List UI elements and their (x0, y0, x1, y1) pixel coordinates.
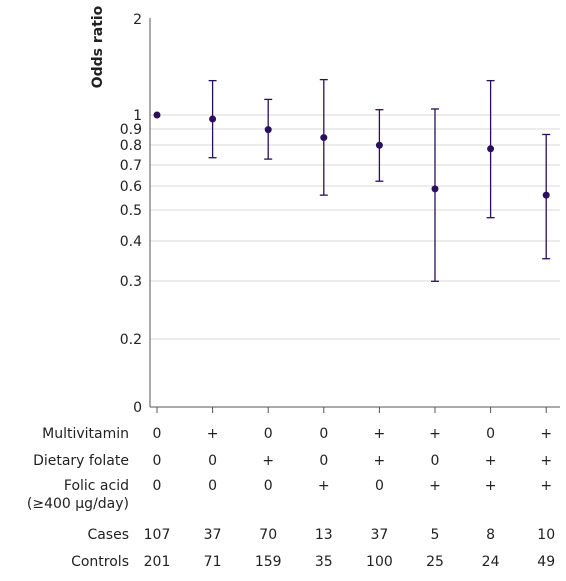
table-cell: 201 (144, 554, 171, 570)
y-tick-label: 0.6 (120, 179, 142, 195)
y-tick-label: 0.3 (120, 274, 142, 290)
odds-ratio-point (431, 185, 439, 193)
table-cell: 0 (153, 478, 162, 494)
row-label-sub: (≥400 µg/day) (27, 496, 129, 512)
y-tick-label: 0.5 (120, 203, 142, 219)
table-cell: 37 (370, 527, 388, 543)
odds-ratio-point (487, 145, 495, 153)
table-cell: 71 (204, 554, 222, 570)
y-tick-label: 0.4 (120, 234, 142, 250)
row-label: Controls (71, 554, 129, 570)
table-cell: 0 (319, 453, 328, 469)
y-tick-label: 0.7 (120, 158, 142, 174)
table-cell: 0 (208, 478, 217, 494)
row-label: Cases (87, 527, 129, 543)
table-cell: + (262, 453, 274, 469)
row-label: Folic acid (64, 478, 129, 494)
table-cell: 49 (537, 554, 555, 570)
gridlines (150, 114, 560, 340)
table-cell: 70 (259, 527, 277, 543)
table-cell: + (429, 426, 441, 442)
table-cell: + (429, 478, 441, 494)
table-cell: 0 (153, 426, 162, 442)
table-cell: 0 (208, 453, 217, 469)
y-tick-label: 0.2 (120, 332, 142, 348)
x-ticks (156, 407, 547, 413)
table-cell: 5 (431, 527, 440, 543)
table-cell: 100 (366, 554, 393, 570)
table-cell: 107 (144, 527, 171, 543)
y-tick-label: 1 (133, 108, 142, 124)
y-axis-label: Odds ratio (90, 5, 106, 88)
table-cell: + (540, 453, 552, 469)
table-cell: 10 (537, 527, 555, 543)
y-tick-label: 0.8 (120, 138, 142, 154)
y-tick-label: 0 (133, 400, 142, 416)
y-tick-label: 0.9 (120, 122, 142, 138)
table-cell: 0 (319, 426, 328, 442)
odds-ratio-point (375, 141, 383, 149)
table-cell: 25 (426, 554, 444, 570)
table-cell: 8 (486, 527, 495, 543)
odds-ratio-point (153, 111, 161, 119)
table-cell: 159 (255, 554, 282, 570)
table-cell: + (540, 426, 552, 442)
y-axis: 0 0.2 0.3 0.4 0.5 0.6 0.7 0.80.91 2 (120, 12, 560, 416)
odds-ratio-point (320, 134, 328, 142)
odds-ratio-point (209, 115, 217, 123)
covariate-table: Multivitamin 0 +0 0 + +0 + Dietary folate 0 0 +0 +0… (27, 426, 555, 570)
table-cell: + (318, 478, 330, 494)
table-cell: + (540, 478, 552, 494)
odds-ratio-point (542, 191, 550, 199)
row-label: Dietary folate (33, 453, 129, 469)
data-marks (153, 78, 551, 282)
table-cell: 24 (482, 554, 500, 570)
table-cell: + (374, 453, 386, 469)
table-cell: 35 (315, 554, 333, 570)
row-label: Multivitamin (42, 426, 129, 442)
table-cell: + (485, 453, 497, 469)
odds-ratio-point (264, 126, 272, 134)
table-cell: 13 (315, 527, 333, 543)
table-cell: 0 (375, 478, 384, 494)
y-tick-label: 2 (133, 12, 142, 28)
table-cell: 0 (486, 426, 495, 442)
table-cell: 0 (431, 453, 440, 469)
table-cell: + (374, 426, 386, 442)
table-cell: 0 (153, 453, 162, 469)
table-cell: + (485, 478, 497, 494)
table-cell: 37 (204, 527, 222, 543)
table-cell: 0 (264, 478, 273, 494)
table-cell: + (207, 426, 219, 442)
table-cell: 0 (264, 426, 273, 442)
